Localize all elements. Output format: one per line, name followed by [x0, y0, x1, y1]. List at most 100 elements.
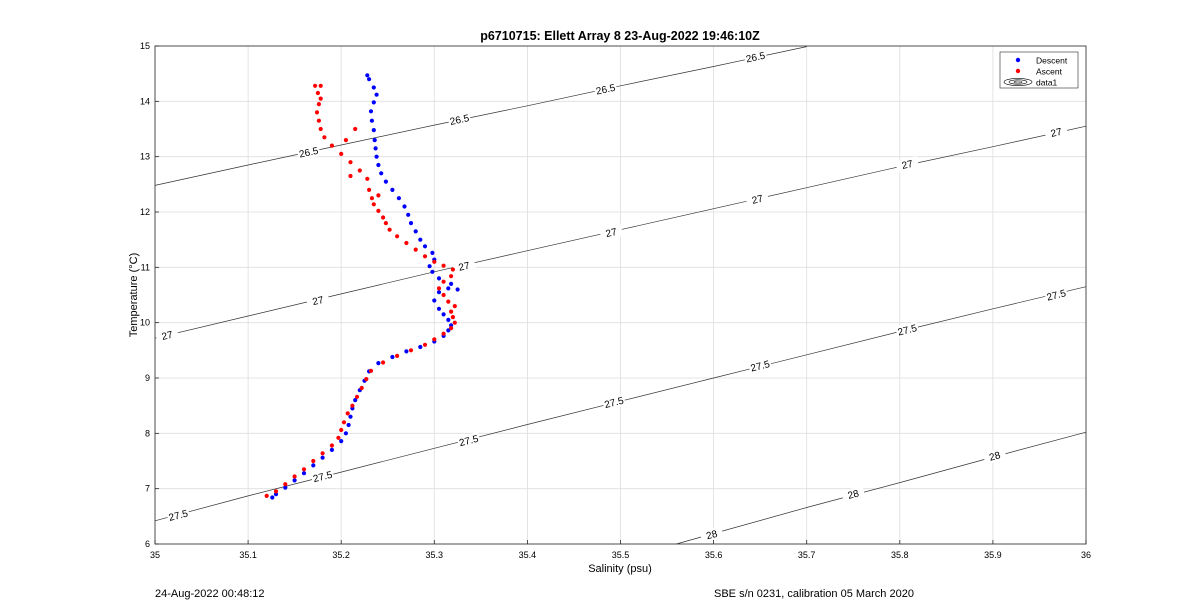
- ascent-point: [350, 403, 355, 408]
- ascent-point: [404, 240, 409, 246]
- descent-point: [353, 398, 358, 403]
- contour-label-bg: [743, 48, 768, 66]
- descent-point: [292, 478, 297, 483]
- ascent-point: [339, 427, 344, 433]
- axis-ticks: 35 35.1 35.2 35.3 35.4 35.5 35.6 35.7 35.8 35.9 36…: [140, 41, 1091, 560]
- ascent-point: [368, 368, 374, 373]
- x-tick-label: 35.5: [612, 550, 630, 560]
- ascent-point: [452, 304, 457, 309]
- ascent-point: [432, 337, 437, 342]
- y-tick-label: 12: [140, 207, 150, 217]
- contour-label-bg: [895, 321, 920, 339]
- x-tick-label: 36: [1081, 550, 1091, 560]
- x-tick-label: 35.6: [705, 550, 723, 560]
- ascent-point: [320, 451, 325, 456]
- contour-label-bg: [982, 447, 1007, 465]
- ascent-point: [313, 83, 318, 88]
- contour-label-bg: [699, 525, 724, 544]
- ascent-point: [336, 435, 341, 440]
- contour-label-bg: [601, 393, 627, 411]
- legend[interactable]: Descent Ascent data1: [999, 51, 1079, 89]
- contour-line-28: [676, 431, 1087, 545]
- x-tick-label: 35.9: [984, 550, 1002, 560]
- ascent-point: [441, 331, 446, 336]
- contour-label: 27: [458, 261, 472, 274]
- ascent-point: [441, 292, 446, 298]
- contour-label: 28: [847, 488, 861, 502]
- descent-point: [449, 281, 454, 286]
- descent-point: [390, 354, 395, 360]
- contour-label: 27.5: [312, 470, 334, 486]
- descent-point: [418, 344, 423, 350]
- ascent-point: [348, 173, 353, 179]
- descent-point: [404, 349, 409, 354]
- ascent-point: [357, 168, 362, 173]
- y-axis-label: Temperature (°C): [128, 253, 140, 337]
- descent-point: [402, 204, 407, 209]
- ascent-point: [364, 377, 369, 382]
- footer-timestamp: 24-Aug-2022 00:48:12: [155, 588, 265, 600]
- descent-point: [432, 298, 437, 303]
- ascent-point: [322, 135, 327, 140]
- legend-ascent-marker: [1015, 68, 1021, 74]
- footer-calibration: SBE s/n 0231, calibration 05 March 2020: [714, 588, 914, 600]
- ascent-point: [341, 420, 347, 425]
- contour-label-bg: [447, 111, 472, 128]
- ascent-point: [292, 474, 297, 479]
- descent-point: [396, 196, 401, 201]
- y-tick-label: 10: [140, 318, 150, 328]
- descent-point: [371, 100, 376, 105]
- descent-point: [369, 118, 374, 123]
- contour-label: 27.5: [1046, 288, 1068, 304]
- ascent-point: [446, 299, 451, 304]
- ascent-point: [283, 482, 288, 487]
- contour-label: 27: [605, 227, 619, 240]
- descent-point: [406, 212, 411, 217]
- descent-point: [441, 312, 446, 317]
- descent-point: [418, 237, 423, 242]
- density-contours: 26.5 26.5 26.5 26.5 27 27 27 27 27 27 27 27.5 27.5 27…: [154, 46, 1087, 545]
- y-tick-label: 15: [140, 41, 150, 51]
- x-tick-label: 35.4: [519, 550, 537, 560]
- descent-point: [383, 179, 388, 184]
- legend-descent-label: Descent: [1036, 56, 1068, 66]
- contour-label-bg: [305, 292, 330, 309]
- ascent-point: [343, 138, 348, 143]
- descent-point: [430, 250, 435, 255]
- ascent-point: [348, 160, 353, 165]
- ascent-point: [318, 126, 323, 132]
- x-tick-label: 35.7: [798, 550, 816, 560]
- contour-label-bg: [310, 467, 335, 485]
- x-tick-label: 35: [150, 550, 160, 560]
- ascent-point: [371, 202, 376, 207]
- contour-label: 27.5: [750, 359, 772, 375]
- descent-point: [446, 286, 451, 291]
- descent-point: [413, 229, 418, 234]
- descent-point: [436, 290, 442, 295]
- contour-label: 27: [901, 159, 915, 172]
- x-tick-label: 35.8: [891, 550, 909, 560]
- ascent-point: [316, 118, 321, 123]
- contour-label-bg: [599, 224, 624, 241]
- descent-point: [376, 361, 381, 366]
- descent-point: [430, 269, 435, 274]
- legend-box: [999, 51, 1079, 89]
- ascent-point: [436, 286, 442, 291]
- ascent-point: [329, 443, 334, 448]
- contour-label-bg: [296, 144, 321, 161]
- descent-point: [301, 471, 307, 476]
- ascent-point: [381, 360, 386, 365]
- ascent-point: [422, 254, 428, 259]
- ascent-point: [387, 227, 392, 232]
- descent-point: [346, 422, 351, 428]
- x-tick-label: 35.2: [332, 550, 350, 560]
- legend-ascent-label: Ascent: [1036, 67, 1063, 77]
- contour-label: 27.5: [603, 396, 625, 412]
- ascent-point: [450, 267, 455, 272]
- descent-point: [372, 138, 377, 143]
- y-tick-label: 11: [141, 262, 150, 272]
- descent-point: [373, 146, 378, 151]
- descent-point: [371, 128, 376, 133]
- descent-point: [374, 154, 379, 159]
